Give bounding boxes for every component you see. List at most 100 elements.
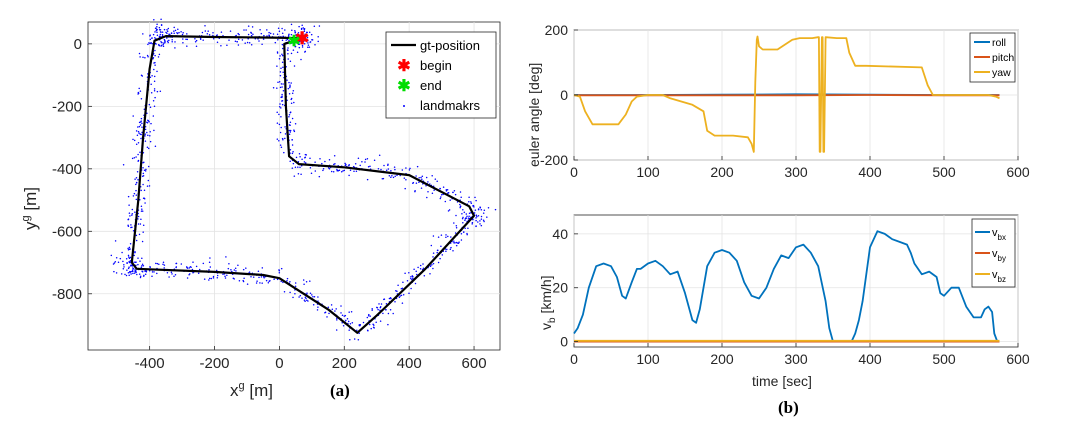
landmark-point bbox=[326, 316, 328, 318]
landmark-point bbox=[185, 266, 188, 268]
landmark-point bbox=[141, 240, 144, 243]
landmark-point bbox=[471, 223, 473, 225]
landmark-point bbox=[364, 161, 366, 163]
landmark-point bbox=[173, 30, 175, 32]
landmark-point bbox=[186, 267, 189, 269]
landmark-point bbox=[341, 314, 344, 317]
landmark-point bbox=[186, 33, 188, 35]
landmark-point bbox=[389, 309, 392, 311]
landmark-point bbox=[494, 208, 497, 211]
landmark-point bbox=[370, 327, 372, 330]
landmark-point bbox=[310, 33, 313, 36]
landmark-point bbox=[146, 131, 148, 134]
landmark-point bbox=[416, 165, 419, 168]
landmark-point bbox=[258, 40, 260, 42]
landmark-point bbox=[367, 166, 370, 168]
landmark-point bbox=[248, 41, 251, 44]
landmark-point bbox=[164, 41, 166, 44]
landmark-point bbox=[147, 165, 150, 168]
landmark-point bbox=[175, 262, 177, 265]
landmark-point bbox=[427, 191, 429, 193]
landmark-point bbox=[303, 28, 306, 30]
landmark-point bbox=[130, 224, 132, 226]
landmark-point bbox=[454, 193, 457, 196]
landmark-point bbox=[414, 282, 417, 285]
landmark-point bbox=[379, 306, 382, 308]
landmark-point bbox=[307, 46, 309, 49]
landmark-point bbox=[468, 215, 470, 217]
landmark-point bbox=[345, 163, 347, 166]
landmark-point bbox=[135, 189, 137, 192]
landmark-point bbox=[445, 190, 448, 192]
landmark-point bbox=[402, 294, 405, 296]
trajectory-xtick-label: 600 bbox=[462, 355, 487, 372]
landmark-point bbox=[455, 224, 458, 227]
landmark-point bbox=[342, 170, 344, 172]
landmark-point bbox=[390, 176, 392, 178]
landmark-point bbox=[392, 176, 395, 179]
landmark-point bbox=[282, 71, 284, 74]
landmark-point bbox=[152, 115, 155, 117]
landmark-point bbox=[345, 319, 347, 322]
landmark-point bbox=[136, 273, 138, 276]
landmark-point bbox=[131, 213, 134, 215]
landmark-point bbox=[482, 219, 485, 221]
landmark-point bbox=[442, 186, 445, 188]
landmark-point bbox=[371, 309, 373, 311]
landmark-point bbox=[234, 40, 237, 42]
landmark-point bbox=[112, 263, 115, 265]
landmark-point bbox=[133, 254, 135, 257]
velocity-ytick-label: 40 bbox=[552, 226, 568, 242]
landmark-point bbox=[129, 260, 132, 262]
landmark-point bbox=[162, 261, 165, 264]
landmark-point bbox=[288, 113, 291, 116]
landmark-point bbox=[132, 267, 134, 269]
landmark-point bbox=[113, 270, 115, 273]
landmark-point bbox=[479, 220, 481, 222]
landmark-point bbox=[135, 194, 138, 196]
landmark-point bbox=[449, 199, 451, 201]
landmark-point bbox=[459, 206, 461, 209]
landmark-point bbox=[288, 129, 291, 132]
landmark-point bbox=[278, 81, 281, 83]
landmark-point bbox=[348, 174, 350, 177]
landmark-point bbox=[421, 178, 423, 181]
landmark-point bbox=[166, 32, 168, 34]
landmark-point bbox=[429, 273, 431, 275]
landmark-point bbox=[427, 181, 429, 183]
landmark-point bbox=[123, 264, 125, 266]
landmark-point bbox=[405, 178, 407, 181]
landmark-point bbox=[151, 271, 154, 273]
landmark-point bbox=[378, 154, 381, 157]
landmark-point bbox=[432, 256, 434, 258]
landmark-point bbox=[128, 261, 131, 264]
landmark-point bbox=[307, 44, 310, 46]
landmark-point bbox=[420, 176, 422, 179]
landmark-point bbox=[142, 231, 144, 233]
landmark-point bbox=[156, 25, 158, 28]
landmark-point bbox=[459, 191, 462, 193]
landmark-point bbox=[263, 276, 265, 278]
landmark-point bbox=[291, 92, 294, 94]
landmark-point bbox=[141, 264, 143, 267]
landmark-point bbox=[475, 225, 477, 227]
landmark-point bbox=[149, 140, 152, 143]
landmark-point bbox=[195, 265, 198, 268]
landmark-point bbox=[204, 25, 206, 27]
landmark-point bbox=[163, 264, 166, 266]
landmark-point bbox=[226, 44, 228, 46]
landmark-point bbox=[298, 46, 301, 49]
landmark-point bbox=[273, 278, 275, 280]
landmark-point bbox=[475, 199, 477, 202]
landmark-point bbox=[195, 45, 198, 48]
landmark-point bbox=[417, 266, 419, 269]
landmark-point bbox=[265, 279, 268, 282]
landmark-point bbox=[279, 71, 282, 73]
landmark-point bbox=[410, 277, 412, 280]
landmark-point bbox=[486, 216, 488, 218]
landmark-point bbox=[425, 185, 427, 187]
euler-xtick-label: 100 bbox=[636, 164, 660, 180]
landmark-point bbox=[135, 130, 138, 132]
landmark-point bbox=[305, 31, 308, 34]
landmark-point bbox=[250, 31, 252, 34]
